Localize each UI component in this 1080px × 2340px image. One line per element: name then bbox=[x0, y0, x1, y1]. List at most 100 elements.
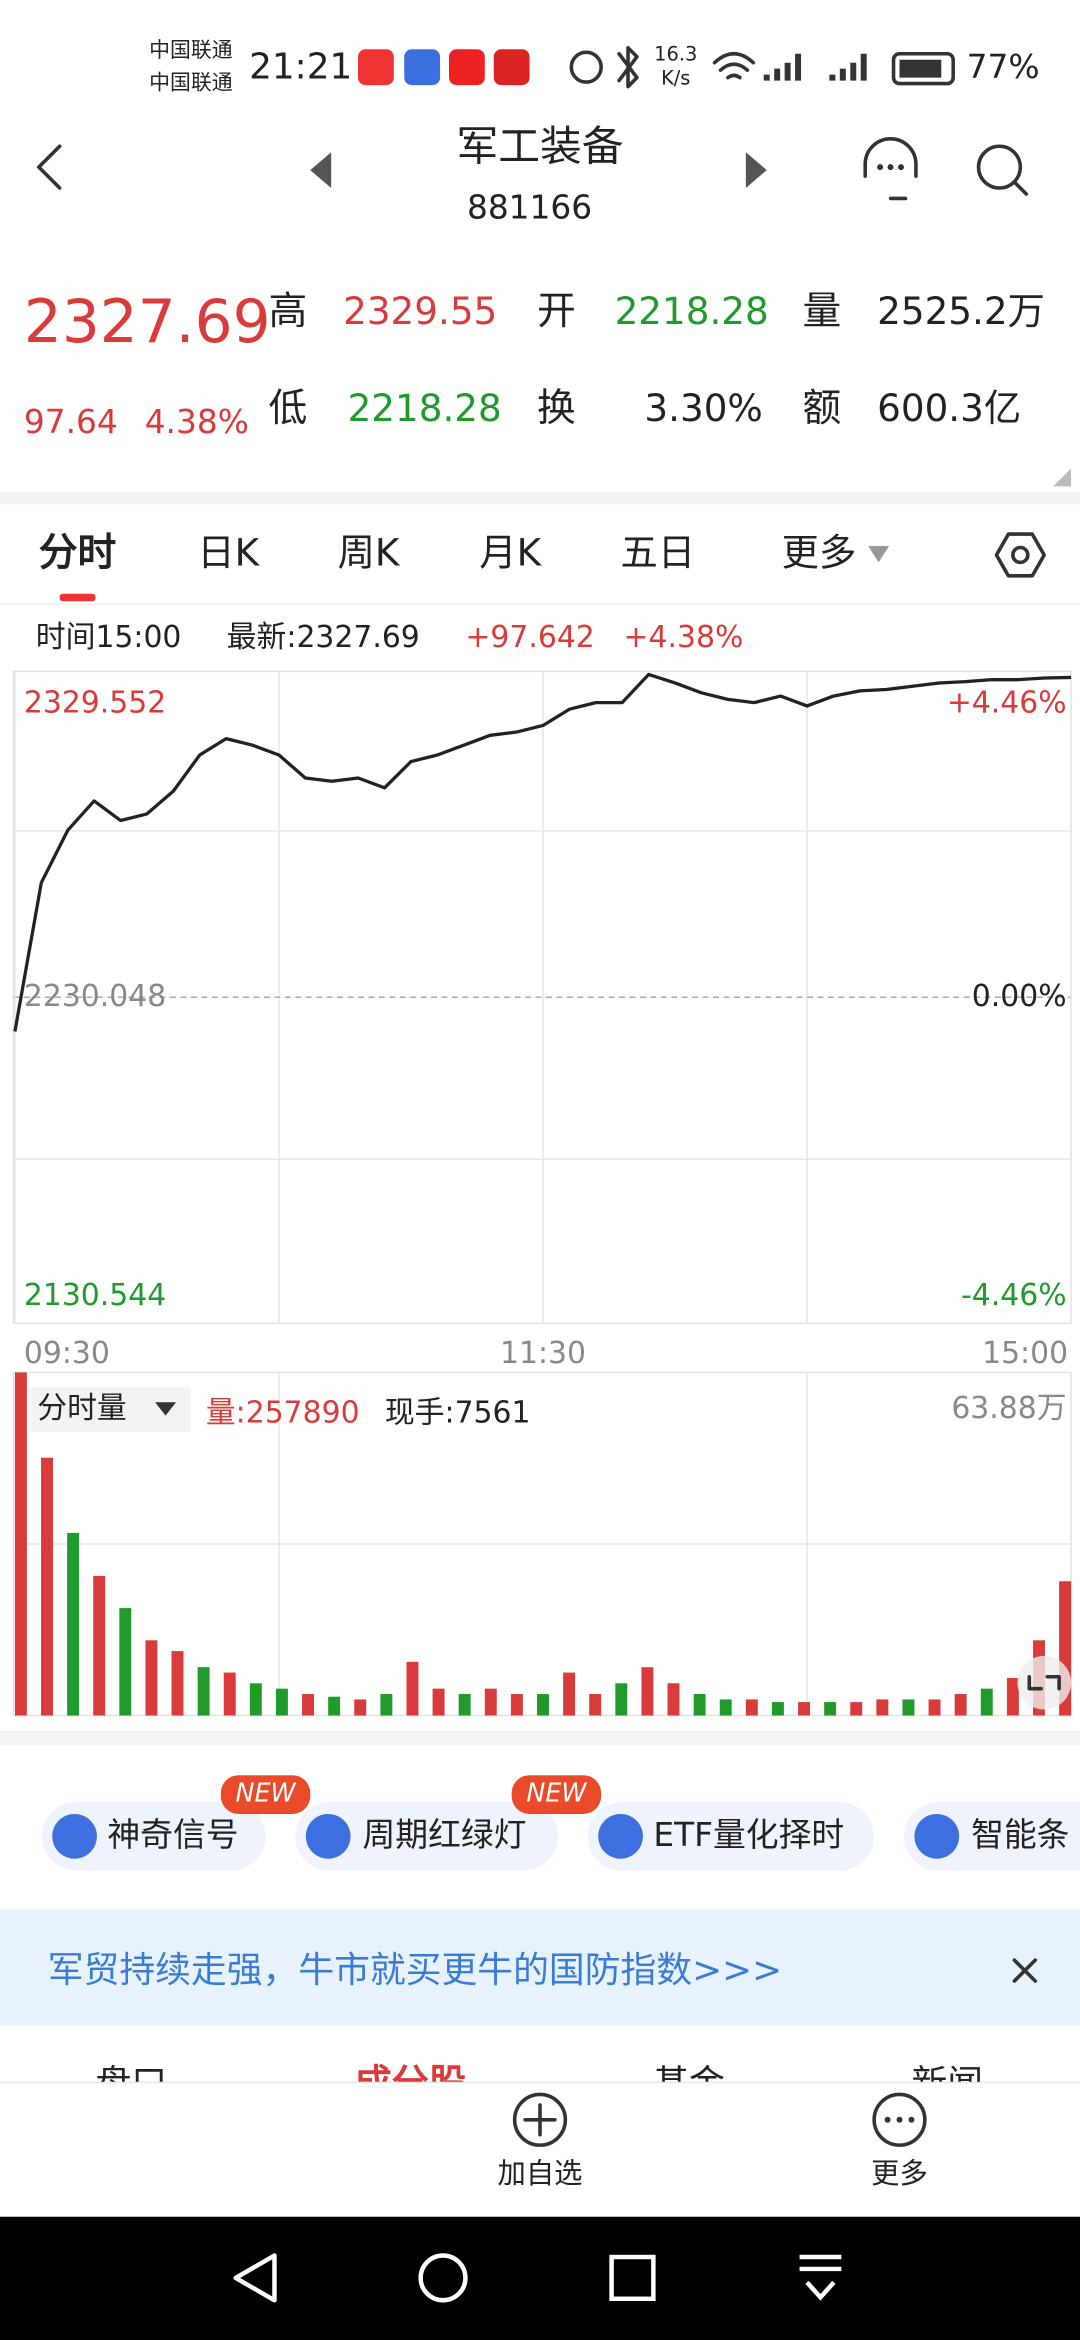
code: 881166 bbox=[467, 188, 592, 226]
action-label: 更多 bbox=[871, 2157, 928, 2190]
volume-bar bbox=[902, 1699, 915, 1716]
price: 2327.69 bbox=[24, 288, 271, 357]
feature-chip[interactable] bbox=[41, 1802, 266, 1871]
volume-bar bbox=[119, 1608, 132, 1716]
volume-bar bbox=[641, 1667, 654, 1716]
y-tick-label: 63.88万 bbox=[951, 1391, 1066, 1426]
field-value: 2329.55 bbox=[343, 289, 497, 333]
tab[interactable]: 日K bbox=[197, 530, 260, 574]
banner[interactable] bbox=[0, 1909, 1080, 2026]
nav-back[interactable] bbox=[233, 2253, 277, 2303]
tab[interactable]: 更多 bbox=[782, 530, 857, 574]
tab[interactable]: 周K bbox=[338, 530, 401, 574]
nav-home[interactable] bbox=[418, 2253, 468, 2303]
battery-level bbox=[899, 59, 942, 78]
fullscreen-button[interactable] bbox=[1017, 1655, 1072, 1710]
volume-bar bbox=[1059, 1581, 1072, 1716]
service-button[interactable] bbox=[863, 137, 918, 201]
dropdown-icon bbox=[868, 546, 890, 563]
x-tick-label: 09:30 bbox=[24, 1336, 110, 1371]
net-speed-unit: K/s bbox=[661, 67, 690, 90]
next-button[interactable] bbox=[745, 152, 767, 189]
y2-tick-label: +4.46% bbox=[947, 686, 1067, 721]
nav-recent[interactable] bbox=[609, 2254, 656, 2302]
volume-bar bbox=[928, 1699, 941, 1716]
field-value: 2525.2万 bbox=[877, 289, 1045, 333]
tab[interactable]: 分时 bbox=[39, 530, 117, 575]
feature-label: ETF量化择时 bbox=[653, 1816, 844, 1854]
volume-bar bbox=[563, 1672, 576, 1716]
settings-button[interactable] bbox=[994, 532, 1046, 578]
volume-bar bbox=[458, 1694, 471, 1716]
nav-bar bbox=[0, 2216, 1080, 2340]
volume-bar bbox=[667, 1683, 680, 1716]
volume-bar bbox=[589, 1694, 602, 1716]
tab-indicator bbox=[59, 593, 96, 602]
field-value: 600.3亿 bbox=[877, 386, 1021, 430]
volume-label: 量:257890 bbox=[206, 1396, 360, 1431]
volume-bar bbox=[197, 1667, 210, 1716]
signal-icon bbox=[829, 53, 867, 81]
feature-chip[interactable] bbox=[903, 1802, 1080, 1871]
tab[interactable]: 五日 bbox=[621, 530, 696, 574]
x-tick-label: 15:00 bbox=[982, 1336, 1068, 1371]
tab[interactable]: 月K bbox=[479, 530, 542, 574]
volume-bar bbox=[171, 1651, 184, 1716]
action-label: 加自选 bbox=[498, 2157, 583, 2190]
prev-button[interactable] bbox=[310, 152, 332, 189]
change-pct: 4.38% bbox=[145, 403, 249, 441]
back-button[interactable] bbox=[36, 144, 62, 190]
app-icon bbox=[358, 49, 394, 86]
feature-chip[interactable] bbox=[295, 1802, 558, 1871]
field-label: 开 bbox=[537, 289, 576, 334]
info-time: 时间15:00 bbox=[36, 620, 182, 655]
field-value: 2218.28 bbox=[615, 289, 769, 333]
volume-bar bbox=[719, 1699, 732, 1716]
volume-bar bbox=[302, 1694, 315, 1716]
more-button[interactable] bbox=[872, 2092, 927, 2147]
volume-bar bbox=[745, 1699, 758, 1716]
volume-bar bbox=[249, 1683, 262, 1716]
feature-chip[interactable] bbox=[587, 1802, 875, 1871]
field-label: 换 bbox=[537, 386, 576, 431]
x-tick-label: 11:30 bbox=[500, 1336, 586, 1371]
volume-bar bbox=[223, 1672, 236, 1716]
field-label: 量 bbox=[803, 289, 842, 334]
badge bbox=[511, 1775, 602, 1814]
badge bbox=[220, 1775, 311, 1814]
feature-label: 神奇信号 bbox=[107, 1816, 238, 1854]
banner-text: 军贸持续走强，牛市就买更牛的国防指数>>> bbox=[48, 1950, 782, 1991]
app-icon bbox=[493, 49, 530, 86]
nav-menu[interactable] bbox=[799, 2254, 842, 2301]
y2-tick-label: -4.46% bbox=[961, 1278, 1067, 1313]
field-value: 2218.28 bbox=[348, 386, 502, 430]
change: 97.64 bbox=[24, 403, 118, 441]
y2-tick-label: 0.00% bbox=[972, 979, 1067, 1014]
carrier: 中国联通 bbox=[149, 38, 233, 62]
volume-bar bbox=[693, 1694, 706, 1716]
volume-bar bbox=[537, 1694, 549, 1716]
plot: 2130.544 2230.048 2329.552 -4.46% 0.00% +4.46… bbox=[13, 670, 1072, 1716]
bluetooth-icon bbox=[617, 45, 639, 89]
volume-bar bbox=[406, 1661, 419, 1716]
volume-bar bbox=[145, 1640, 158, 1716]
alarm-icon bbox=[569, 50, 603, 84]
add-watch-button[interactable] bbox=[512, 2092, 568, 2147]
volume-bar bbox=[850, 1702, 863, 1716]
battery-icon bbox=[891, 51, 955, 86]
y-tick-label: 2329.552 bbox=[24, 686, 166, 721]
expand-corner bbox=[1053, 468, 1072, 487]
carrier: 中国联通 bbox=[149, 71, 233, 95]
search-button[interactable] bbox=[976, 144, 1029, 196]
volume-bar bbox=[484, 1688, 497, 1716]
close-button[interactable] bbox=[1012, 1958, 1038, 1983]
divider bbox=[0, 1730, 1080, 1746]
volume-bar bbox=[328, 1696, 341, 1716]
volume-bar bbox=[93, 1575, 106, 1716]
y-tick-label: 2230.048 bbox=[24, 979, 166, 1014]
price-line bbox=[13, 672, 1072, 1032]
y-tick-label: 2130.544 bbox=[24, 1278, 166, 1313]
info-change: +97.642 bbox=[465, 620, 594, 655]
volume-bar bbox=[510, 1694, 523, 1716]
